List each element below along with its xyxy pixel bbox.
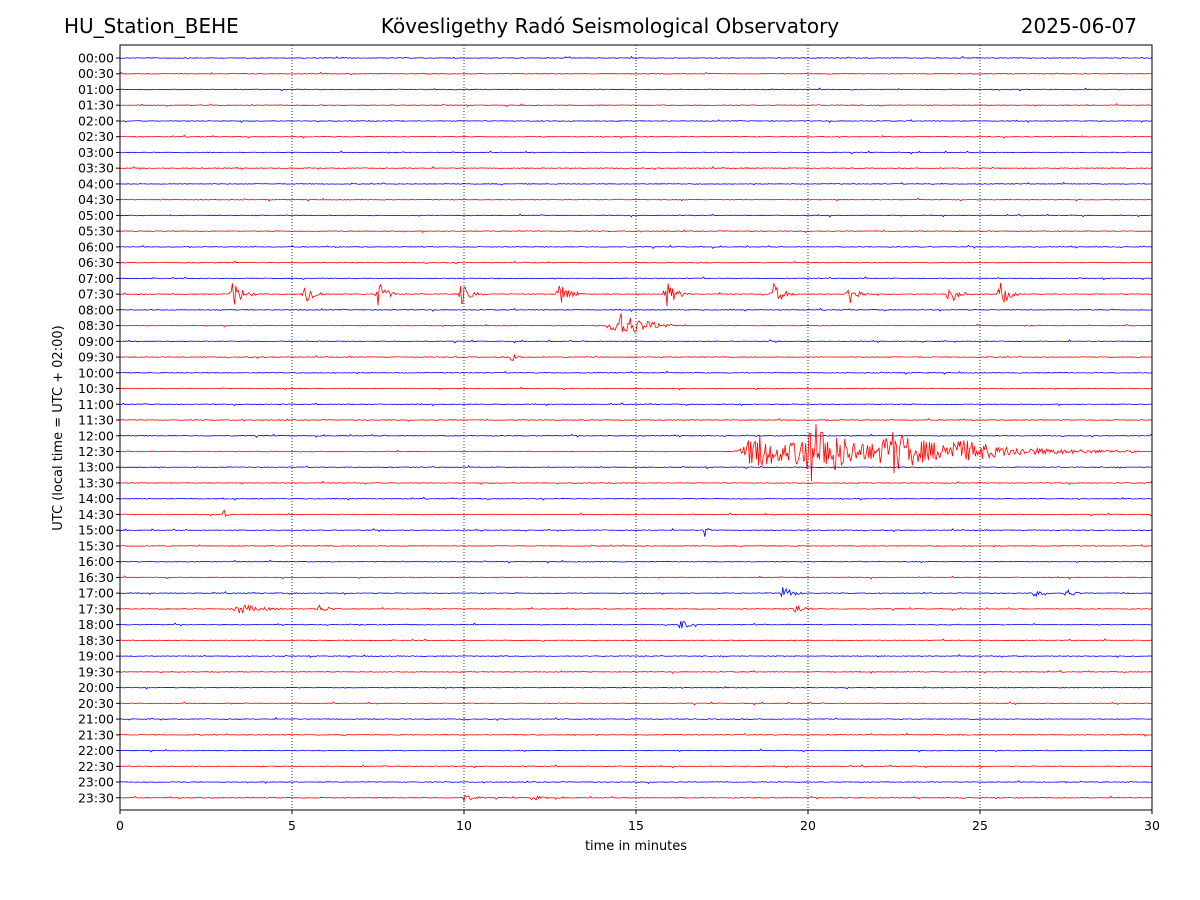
- y-tick-label: 17:00: [78, 586, 114, 601]
- station-name: HU_Station_BEHE: [64, 14, 239, 38]
- trace-19:00: [119, 653, 1153, 659]
- trace-10:30: [119, 386, 1153, 391]
- trace-08:30: [119, 313, 1153, 333]
- x-tick-label: 0: [116, 818, 124, 833]
- y-tick-label: 09:30: [78, 350, 114, 365]
- x-tick-label: 15: [628, 818, 644, 833]
- y-tick-label: 20:30: [78, 696, 114, 711]
- trace-14:30: [119, 509, 1153, 517]
- y-tick-label: 23:00: [78, 775, 114, 790]
- y-tick-label: 10:30: [78, 381, 114, 396]
- y-tick-label: 02:00: [78, 113, 114, 128]
- trace-06:30: [119, 260, 1153, 265]
- trace-13:00: [119, 465, 1153, 470]
- trace-07:00: [119, 276, 1153, 281]
- trace-13:30: [119, 480, 1153, 486]
- trace-05:00: [119, 213, 1153, 218]
- trace-17:00: [119, 587, 1153, 598]
- trace-20:30: [119, 701, 1153, 706]
- y-tick-label: 16:00: [78, 554, 114, 569]
- y-tick-label: 11:30: [78, 413, 114, 428]
- y-tick-label: 22:30: [78, 759, 114, 774]
- trace-19:30: [119, 669, 1153, 675]
- y-tick-label: 04:00: [78, 176, 114, 191]
- trace-21:00: [119, 716, 1153, 721]
- y-tick-label: 08:30: [78, 318, 114, 333]
- y-tick-label: 03:30: [78, 161, 114, 176]
- y-tick-label: 20:00: [78, 680, 114, 695]
- y-tick-label: 17:30: [78, 601, 114, 616]
- x-axis-label: time in minutes: [585, 839, 687, 854]
- trace-22:30: [119, 764, 1153, 769]
- y-tick-label: 05:00: [78, 208, 114, 223]
- y-tick-label: 06:30: [78, 255, 114, 270]
- trace-00:00: [119, 55, 1153, 59]
- y-tick-label: 12:30: [78, 444, 114, 459]
- y-tick-label: 05:30: [78, 224, 114, 239]
- trace-00:30: [119, 71, 1153, 76]
- vertical-gridlines: [291, 45, 981, 810]
- trace-08:00: [119, 307, 1153, 313]
- y-tick-label: 15:30: [78, 538, 114, 553]
- x-tick-label: 10: [456, 818, 472, 833]
- x-tick-label: 5: [288, 818, 296, 833]
- y-tick-label: 06:00: [78, 239, 114, 254]
- y-tick-label: 07:30: [78, 287, 114, 302]
- y-tick-label: 07:00: [78, 271, 114, 286]
- y-tick-label: 02:30: [78, 129, 114, 144]
- y-tick-label: 13:30: [78, 475, 114, 490]
- chart-title: Kövesligethy Radó Seismological Observat…: [380, 14, 840, 38]
- y-tick-label: 18:30: [78, 633, 114, 648]
- y-tick-label: 19:30: [78, 664, 114, 679]
- trace-01:00: [119, 87, 1153, 92]
- trace-15:00: [119, 527, 1153, 537]
- y-tick-label: 14:00: [78, 491, 114, 506]
- chart-date: 2025-06-07: [1020, 14, 1137, 38]
- trace-02:30: [119, 134, 1153, 139]
- y-tick-label: 08:00: [78, 302, 114, 317]
- trace-11:00: [119, 402, 1153, 407]
- x-tick-label: 20: [800, 818, 816, 833]
- trace-03:00: [119, 150, 1153, 155]
- y-tick-label: 10:00: [78, 365, 114, 380]
- y-tick-label: 12:00: [78, 428, 114, 443]
- y-tick-label: 21:00: [78, 712, 114, 727]
- y-tick-label: 00:30: [78, 66, 114, 81]
- y-tick-label: 14:30: [78, 507, 114, 522]
- y-axis-label: UTC (local time = UTC + 02:00): [51, 325, 66, 530]
- y-tick-label: 01:00: [78, 82, 114, 97]
- y-tick-label: 22:00: [78, 743, 114, 758]
- plot-frame: [119, 44, 1153, 811]
- trace-23:30: [119, 794, 1153, 803]
- x-tick-label: 30: [1144, 818, 1160, 833]
- y-tick-label: 16:30: [78, 570, 114, 585]
- y-tick-label: 00:00: [78, 51, 114, 66]
- y-tick-label: 21:30: [78, 727, 114, 742]
- x-tick-label: 25: [972, 818, 988, 833]
- y-tick-label: 11:00: [78, 397, 114, 412]
- y-tick-label: 18:00: [78, 617, 114, 632]
- trace-18:30: [119, 638, 1153, 642]
- trace-16:30: [119, 575, 1153, 580]
- trace-23:00: [119, 780, 1153, 785]
- y-tick-label: 01:30: [78, 98, 114, 113]
- y-tick-label: 13:00: [78, 460, 114, 475]
- y-tick-label: 15:00: [78, 523, 114, 538]
- axes: 00:0000:3001:0001:3002:0002:3003:0003:30…: [78, 44, 1160, 833]
- y-tick-label: 04:30: [78, 192, 114, 207]
- trace-04:30: [119, 197, 1153, 202]
- y-tick-label: 09:00: [78, 334, 114, 349]
- y-tick-label: 19:00: [78, 649, 114, 664]
- trace-21:30: [119, 732, 1153, 737]
- trace-12:30: [119, 424, 1153, 482]
- y-tick-label: 03:00: [78, 145, 114, 160]
- trace-09:00: [119, 339, 1153, 344]
- y-tick-label: 23:30: [78, 790, 114, 805]
